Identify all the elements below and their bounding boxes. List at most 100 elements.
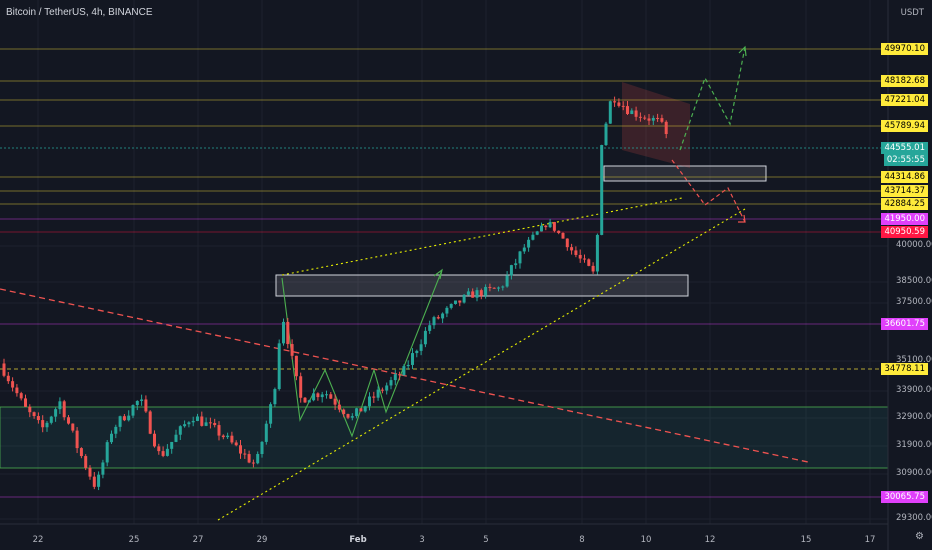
candle-body <box>484 286 488 296</box>
time-tick-label: 10 <box>640 535 652 545</box>
candle-body <box>54 409 58 417</box>
candle-body <box>350 416 354 418</box>
candle-body <box>617 102 621 106</box>
price-level-label: 34778.11 <box>881 363 928 375</box>
candle-body <box>419 344 423 351</box>
candle-body <box>501 286 505 288</box>
candle-body <box>217 425 221 436</box>
bullish-projection <box>679 46 746 151</box>
candle-body <box>101 462 105 475</box>
candle-body <box>234 442 238 446</box>
candle-body <box>634 110 638 117</box>
candle-body <box>161 451 165 456</box>
candle-body <box>148 411 152 434</box>
price-tick-label: 37500.00 <box>896 297 932 307</box>
candle-body <box>398 374 402 376</box>
candle-body <box>36 416 40 421</box>
candle-body <box>243 453 247 455</box>
candle-body <box>406 364 410 367</box>
candle-body <box>466 291 470 295</box>
candle-body <box>19 393 23 399</box>
currency-label[interactable]: USDT <box>900 8 924 18</box>
candle-body <box>264 423 268 442</box>
candle-body <box>570 247 574 251</box>
time-tick-label: 29 <box>256 535 268 545</box>
candle-body <box>294 355 298 377</box>
time-tick-label: 8 <box>579 535 585 545</box>
price-level-label: 42884.25 <box>881 198 928 210</box>
demand-zone <box>0 406 889 469</box>
price-tick-label: 29300.00 <box>896 513 932 523</box>
candle-body <box>337 404 341 410</box>
candle-body <box>509 265 513 276</box>
price-tick-label: 30900.00 <box>896 468 932 478</box>
candle-body <box>372 396 376 398</box>
candle-body <box>355 408 359 417</box>
annotation-zones <box>0 82 889 469</box>
candle-body <box>449 303 453 308</box>
candle-body <box>432 317 436 326</box>
candle-body <box>574 250 578 255</box>
candle-body <box>613 101 617 103</box>
candle-body <box>333 398 337 405</box>
candle-body <box>269 404 273 424</box>
candle-body <box>587 259 591 266</box>
candle-body <box>256 454 260 464</box>
candle-body <box>436 317 440 319</box>
candle-body <box>522 247 526 252</box>
candle-body <box>380 389 384 391</box>
candle-body <box>196 416 199 421</box>
candle-body <box>346 414 350 418</box>
bull-flag-zone <box>622 82 690 168</box>
candle-body <box>213 423 217 426</box>
candle-body <box>239 445 242 454</box>
time-tick-label: 5 <box>483 535 489 545</box>
price-level-label: 47221.04 <box>881 94 928 106</box>
price-level-label: 41950.00 <box>881 213 928 225</box>
price-level-label: 44314.86 <box>881 171 928 183</box>
candle-body <box>492 287 496 289</box>
candle-body <box>583 258 586 260</box>
candle-body <box>608 101 612 124</box>
price-level-label: 43714.37 <box>881 185 928 197</box>
candle-body <box>157 446 161 452</box>
candle-body <box>316 393 320 398</box>
candle-body <box>303 397 307 403</box>
price-level-label: 48182.68 <box>881 75 928 87</box>
candle-body <box>385 385 389 391</box>
candle-body <box>325 394 328 396</box>
candle-body <box>191 420 195 423</box>
bearish-projection-arrow <box>738 214 746 223</box>
candle-body <box>363 406 367 412</box>
price-level-label: 36601.75 <box>881 318 928 330</box>
candle-body <box>273 389 277 405</box>
candle-body <box>660 118 664 122</box>
candle-body <box>454 300 457 304</box>
candle-body <box>514 263 518 266</box>
candle-body <box>552 222 556 231</box>
harmonic-pattern <box>281 269 443 438</box>
chart-grid <box>0 0 888 524</box>
candle-body <box>170 441 174 449</box>
candle-body <box>67 417 70 424</box>
candle-body <box>342 409 346 415</box>
candle-body <box>497 287 500 289</box>
candle-body <box>58 401 62 410</box>
time-tick-label: 22 <box>32 535 44 545</box>
candle-body <box>647 118 651 121</box>
candle-body <box>471 291 475 298</box>
candle-body <box>140 399 144 401</box>
candle-body <box>595 234 599 272</box>
time-tick-label: 25 <box>128 535 140 545</box>
candle-body <box>578 254 582 259</box>
candle-body <box>131 405 135 416</box>
candle-body <box>329 394 333 399</box>
candle-body <box>204 422 208 426</box>
symbol-title[interactable]: Bitcoin / TetherUS, 4h, BINANCE <box>6 7 153 18</box>
gear-icon[interactable]: ⚙ <box>915 531 924 542</box>
candle-body <box>6 375 10 382</box>
candle-body <box>643 117 647 119</box>
breakout-box <box>603 165 767 182</box>
candle-body <box>230 435 234 443</box>
